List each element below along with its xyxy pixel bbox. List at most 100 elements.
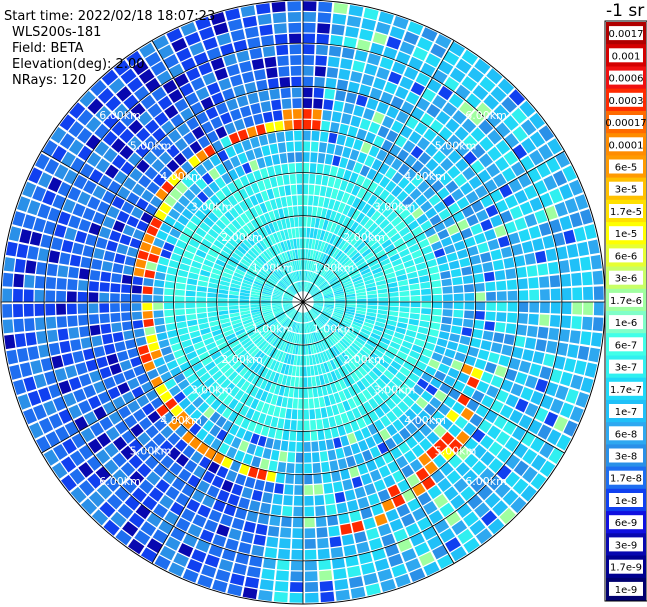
data-cell <box>529 289 540 301</box>
data-cell <box>243 355 253 366</box>
data-cell <box>336 79 349 91</box>
data-cell <box>303 312 306 323</box>
data-cell <box>267 166 276 177</box>
data-cell <box>335 343 343 354</box>
data-cell <box>353 105 365 117</box>
data-cell <box>348 4 364 17</box>
data-cell <box>312 109 322 120</box>
data-cell <box>345 306 356 310</box>
data-cell <box>286 307 295 314</box>
data-cell <box>352 395 362 407</box>
data-cell <box>235 363 246 374</box>
data-cell <box>94 123 110 140</box>
data-cell <box>125 339 137 350</box>
data-cell <box>298 216 303 227</box>
data-cell <box>504 437 520 452</box>
range-ring <box>129 128 477 476</box>
data-cell <box>529 363 542 377</box>
data-cell <box>480 219 493 232</box>
data-cell <box>471 367 484 380</box>
data-cell <box>584 362 598 378</box>
data-cell <box>345 304 356 308</box>
data-cell <box>182 417 195 430</box>
data-cell <box>45 316 57 329</box>
data-cell <box>279 407 287 418</box>
data-cell <box>289 343 294 354</box>
data-cell <box>284 306 294 312</box>
data-cell <box>357 227 367 238</box>
data-cell <box>592 317 604 332</box>
data-cell <box>129 471 145 486</box>
data-cell <box>344 288 355 293</box>
data-cell <box>384 243 395 253</box>
data-cell <box>348 466 360 478</box>
data-cell <box>309 261 314 271</box>
data-cell <box>423 187 436 200</box>
data-cell <box>548 261 559 275</box>
data-cell <box>282 318 290 327</box>
data-cell <box>217 341 229 350</box>
data-cell <box>151 159 165 173</box>
data-cell <box>122 321 133 331</box>
data-cell <box>276 220 283 231</box>
data-cell <box>457 528 474 545</box>
data-cell <box>317 429 325 441</box>
data-cell <box>231 252 242 261</box>
data-cell <box>520 155 535 171</box>
data-cell <box>308 238 313 249</box>
data-cell <box>356 128 367 141</box>
data-cell <box>567 344 579 359</box>
data-cell <box>244 82 257 94</box>
data-cell <box>474 358 487 370</box>
data-cell <box>137 250 149 261</box>
data-cell <box>165 536 181 551</box>
data-cell <box>193 255 205 264</box>
data-cell <box>543 353 555 367</box>
data-cell <box>37 203 51 219</box>
data-cell <box>62 198 76 214</box>
data-cell <box>290 420 297 431</box>
data-cell <box>549 369 563 384</box>
data-cell <box>341 319 352 326</box>
data-cell <box>243 369 253 380</box>
data-cell <box>584 224 597 240</box>
data-cell <box>475 528 493 544</box>
data-cell <box>298 281 302 292</box>
data-cell <box>396 274 408 282</box>
data-cell <box>378 162 390 175</box>
data-cell <box>461 118 477 133</box>
data-cell <box>231 437 242 449</box>
data-cell <box>238 542 252 554</box>
data-cell <box>177 269 189 278</box>
data-cell <box>303 109 312 119</box>
data-cell <box>340 523 353 535</box>
data-cell <box>110 511 127 528</box>
data-cell <box>356 187 367 199</box>
data-cell <box>186 202 199 214</box>
data-cell <box>200 269 211 277</box>
data-cell <box>445 511 461 527</box>
data-cell <box>384 437 397 450</box>
data-cell <box>428 194 441 206</box>
data-cell <box>480 435 494 450</box>
data-cell <box>23 289 34 302</box>
data-cell <box>532 351 545 365</box>
data-cell <box>272 323 281 332</box>
data-cell <box>346 219 355 230</box>
data-cell <box>130 103 146 118</box>
data-cell <box>321 311 331 318</box>
data-cell <box>304 281 306 292</box>
data-cell <box>346 194 356 206</box>
data-cell <box>434 370 447 382</box>
data-cell <box>283 229 290 240</box>
data-cell <box>290 376 296 387</box>
data-cell <box>189 423 202 436</box>
data-cell <box>279 153 288 164</box>
data-cell <box>87 438 103 454</box>
data-cell <box>260 379 268 390</box>
data-cell <box>479 468 495 483</box>
data-cell <box>329 359 337 370</box>
data-cell <box>203 433 215 446</box>
data-cell <box>292 528 303 539</box>
data-cell <box>314 319 322 328</box>
